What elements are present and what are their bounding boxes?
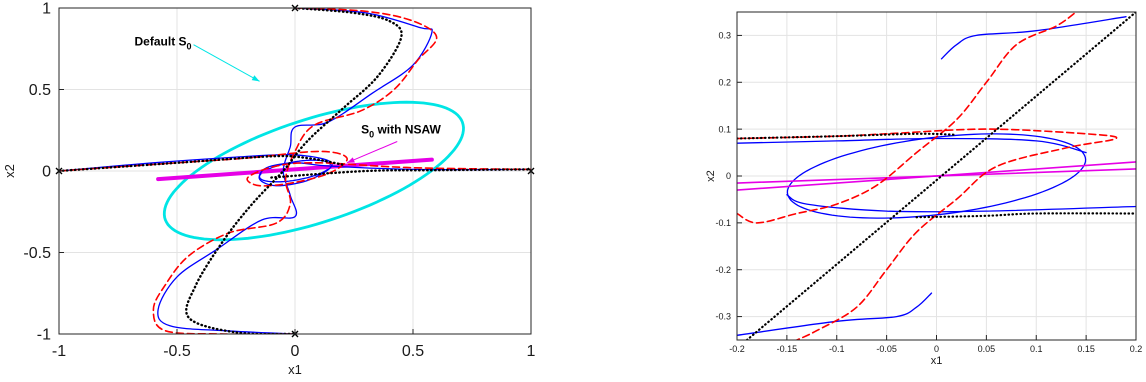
annotation-subscript: 0 — [187, 41, 192, 51]
x-tick-label: -0.15 — [777, 344, 798, 354]
y-tick-label: 1 — [42, 1, 51, 18]
series-solid-1 — [737, 137, 1087, 154]
x-tick-label: 0.5 — [402, 343, 424, 360]
nsaw-line — [156, 157, 434, 182]
y-tick-label: -0.5 — [23, 245, 51, 262]
x-tick-label: 0.15 — [1077, 344, 1095, 354]
annotation-arrow — [346, 141, 398, 164]
x-tick-label: -0.2 — [729, 344, 745, 354]
annotation-arrowhead — [346, 157, 355, 163]
series-dotted-5 — [59, 154, 344, 173]
series-dotted-6 — [185, 8, 403, 334]
series-dashed-5 — [737, 128, 1118, 340]
x-tick-label: -0.1 — [829, 344, 845, 354]
series-solid-3 — [737, 292, 933, 336]
x-tick-label: 1 — [527, 343, 536, 360]
x-tick-label: 0.05 — [978, 344, 996, 354]
x-tick-label: 0.2 — [1130, 344, 1143, 354]
annotation-suffix: with NSAW — [374, 123, 441, 137]
x-axis-label: x1 — [288, 362, 302, 377]
y-tick-label: 0 — [42, 164, 51, 181]
nsaw-line — [737, 168, 1136, 184]
y-tick-label: -0.1 — [715, 218, 731, 228]
y-tick-label: 0 — [726, 171, 731, 181]
x-axis-label: x1 — [931, 355, 943, 367]
x-tick-label: -0.05 — [876, 344, 897, 354]
annotation-arrow — [193, 44, 260, 82]
series-solid-2 — [786, 194, 1136, 213]
chart-2: -0.2 -0.15 -0.1 -0.05 0 0.05 0.1 0.15 0.2 -0.3 -0.… — [705, 11, 1143, 367]
series-dotted-7 — [270, 168, 531, 179]
y-tick-label: -0.3 — [715, 312, 731, 322]
x-tick-label: -0.5 — [163, 343, 191, 360]
annotation-arrowhead — [251, 75, 260, 82]
ellipse-curve — [162, 100, 465, 242]
x-tick-label: 0.1 — [1030, 344, 1043, 354]
series-dashed-4 — [152, 8, 438, 334]
series-solid-1 — [59, 153, 531, 187]
y-tick-label: 0.3 — [718, 31, 731, 41]
y-tick-label: -0.2 — [715, 265, 731, 275]
y-axis-label: x2 — [2, 164, 17, 178]
plot-area — [59, 8, 531, 334]
plot-area — [737, 12, 1136, 340]
series-dotted-7 — [737, 132, 958, 140]
y-tick-label: 0.1 — [718, 124, 731, 134]
series-dotted-9 — [745, 12, 1136, 340]
y-tick-label: 0.5 — [29, 82, 51, 99]
annotation-label-2: S0 with NSAW — [361, 123, 441, 140]
y-tick-label: -1 — [37, 327, 51, 344]
annotation-subscript: 0 — [369, 130, 374, 140]
series-solid-2 — [157, 8, 433, 334]
ellipse-curve — [786, 133, 1087, 219]
annotation-main: S — [361, 123, 369, 137]
x-tick-label: -1 — [52, 343, 66, 360]
x-tick-label: 0 — [934, 344, 939, 354]
annotation-label-1: Default S0 — [135, 34, 192, 51]
series-solid-4 — [940, 16, 1127, 60]
y-axis-label: x2 — [705, 170, 717, 182]
x-tick-label: 0 — [291, 343, 300, 360]
series-dotted-8 — [915, 212, 1136, 219]
series-dashed-6 — [737, 12, 1077, 224]
y-tick-label: 0.2 — [718, 77, 731, 87]
annotation-main: Default S — [135, 34, 187, 48]
